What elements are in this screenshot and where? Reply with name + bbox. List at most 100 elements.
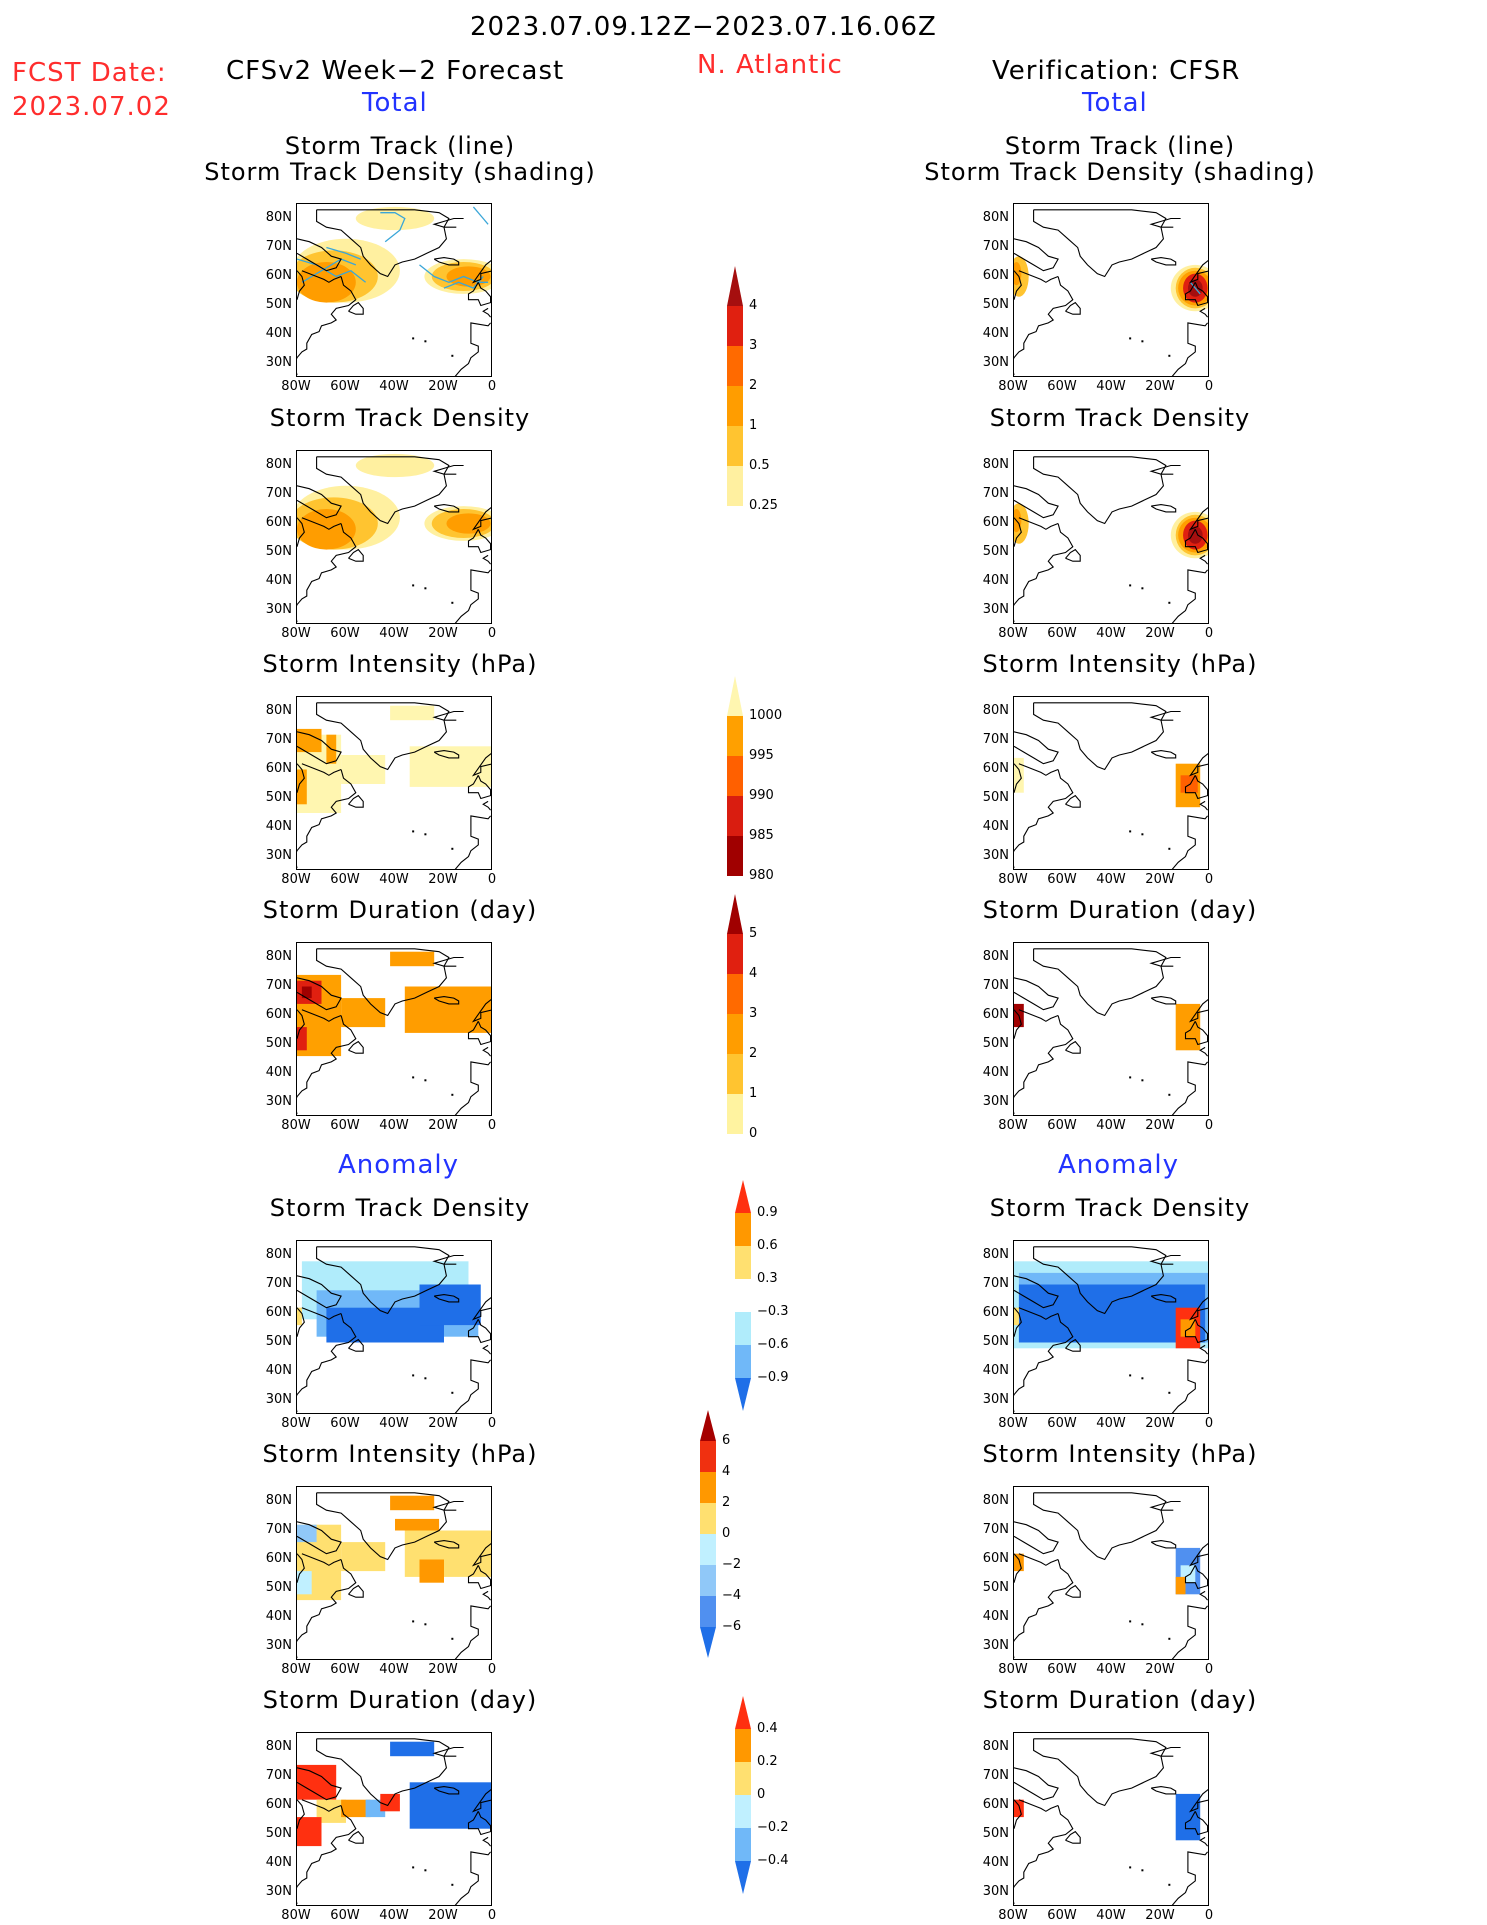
- coastline: [467, 1021, 491, 1046]
- shading-region: [341, 755, 386, 784]
- colorbar-intensity-anom: [700, 1410, 716, 1658]
- coastline: [1014, 238, 1059, 272]
- shading-region: [301, 986, 312, 999]
- colorbar-segment: [700, 1596, 716, 1627]
- longitude-label: 0: [1204, 1908, 1214, 1923]
- island-dot: [1141, 833, 1144, 836]
- coastline: [432, 1500, 464, 1511]
- shading-region: [390, 1741, 435, 1757]
- latitude-label: 80N: [265, 209, 292, 225]
- coastline: [1033, 456, 1167, 525]
- coastline: [1184, 282, 1208, 307]
- longitude-label: 80W: [281, 379, 311, 394]
- coastline: [1033, 1246, 1167, 1315]
- longitude-label: 40W: [1096, 1908, 1126, 1923]
- colorbar-tick-label: 0.2: [757, 1754, 778, 1769]
- coastline: [1065, 1584, 1081, 1598]
- longitude-label: 20W: [1145, 872, 1175, 887]
- longitude-label: 80W: [281, 1118, 311, 1133]
- colorbar-tick-label: 0.6: [757, 1238, 778, 1253]
- coastline: [1149, 1254, 1181, 1265]
- longitude-label: 40W: [379, 1908, 409, 1923]
- map-canvas: [297, 453, 491, 623]
- right-row3-title: Storm Intensity (hPa): [982, 650, 1258, 678]
- latitude-label: 70N: [982, 238, 1009, 254]
- longitude-label: 80W: [281, 1662, 311, 1677]
- coastline: [1014, 517, 1022, 547]
- coastline: [1014, 1015, 1074, 1115]
- longitude-label: 40W: [379, 1118, 409, 1133]
- latitude-label: 40N: [982, 1362, 1009, 1378]
- longitude-label: 40W: [1096, 1416, 1126, 1431]
- colorbar-tick-label: −0.4: [757, 1853, 789, 1868]
- latitude-label: 80N: [982, 702, 1009, 718]
- right-row5-title: Storm Track Density: [989, 1194, 1251, 1222]
- shading-region: [1014, 757, 1024, 793]
- latitude-label: 30N: [982, 1093, 1009, 1109]
- coastline: [1014, 977, 1059, 1011]
- latitude-label: 40N: [982, 1854, 1009, 1870]
- forecast-map-panel-row3: [296, 696, 492, 870]
- colorbar-tick-label: 4: [749, 966, 758, 981]
- island-dot: [1168, 1883, 1171, 1886]
- coastline: [1018, 1799, 1059, 1812]
- latitude-label: 70N: [982, 1767, 1009, 1783]
- colorbar-segment: [735, 1729, 751, 1762]
- latitude-label: 80N: [265, 1246, 292, 1262]
- island-dot: [1129, 1374, 1132, 1377]
- forecast-map-panel-row6: [296, 1486, 492, 1660]
- storm-track-line: [419, 264, 489, 283]
- colorbar-segment: [700, 1627, 716, 1658]
- colorbar-tick-label: −0.6: [757, 1337, 789, 1352]
- coastline: [433, 1786, 460, 1795]
- verification-map-panel-row5: [1013, 1240, 1209, 1414]
- colorbar-tick-label: 995: [749, 748, 774, 763]
- latitude-label: 40N: [265, 1064, 292, 1080]
- longitude-label: 80W: [998, 1416, 1028, 1431]
- colorbar-segment: [700, 1534, 716, 1565]
- coastline: [1033, 948, 1167, 1017]
- forecast-map-panel-row5: [296, 1240, 492, 1414]
- coastline: [432, 1746, 464, 1757]
- colorbar-track-density-anom: [735, 1180, 751, 1411]
- latitude-label: 70N: [265, 485, 292, 501]
- coastline: [297, 769, 357, 869]
- latitude-label: 30N: [265, 1883, 292, 1899]
- left-row1-title-line2: Storm Track Density (shading): [204, 158, 596, 186]
- longitude-label: 0: [487, 626, 497, 641]
- coastline: [1065, 1830, 1081, 1844]
- coastline: [348, 794, 364, 808]
- colorbar-segment: [735, 1828, 751, 1861]
- coastline: [1150, 996, 1177, 1005]
- longitude-label: 60W: [1047, 1416, 1077, 1431]
- coastline: [432, 710, 464, 721]
- coastline: [297, 1521, 342, 1555]
- coastline: [297, 238, 342, 272]
- longitude-label: 40W: [379, 1416, 409, 1431]
- shading-region: [390, 1495, 435, 1511]
- longitude-label: 80W: [998, 1118, 1028, 1133]
- colorbar-segment: [735, 1180, 751, 1213]
- latitude-label: 40N: [265, 1362, 292, 1378]
- latitude-label: 30N: [265, 601, 292, 617]
- latitude-label: 30N: [982, 1391, 1009, 1407]
- shading-region: [1175, 1576, 1186, 1595]
- longitude-label: 20W: [428, 1416, 458, 1431]
- left-total-label: Total: [362, 88, 428, 118]
- colorbar-segment: [727, 934, 743, 974]
- island-dot: [451, 847, 454, 850]
- longitude-label: 0: [487, 379, 497, 394]
- coastline: [1199, 800, 1208, 811]
- colorbar-segment: [727, 1014, 743, 1054]
- coastline: [297, 1275, 342, 1309]
- shading-region: [395, 1518, 440, 1531]
- longitude-label: 60W: [1047, 1118, 1077, 1133]
- coastline: [1184, 1021, 1208, 1046]
- island-dot: [424, 587, 427, 590]
- coastline: [316, 702, 450, 771]
- colorbar-tick-label: 2: [749, 378, 758, 393]
- colorbar-tick-label: 0.4: [757, 1721, 778, 1736]
- longitude-label: 20W: [428, 1662, 458, 1677]
- island-dot: [1141, 1079, 1144, 1082]
- latitude-label: 40N: [982, 1608, 1009, 1624]
